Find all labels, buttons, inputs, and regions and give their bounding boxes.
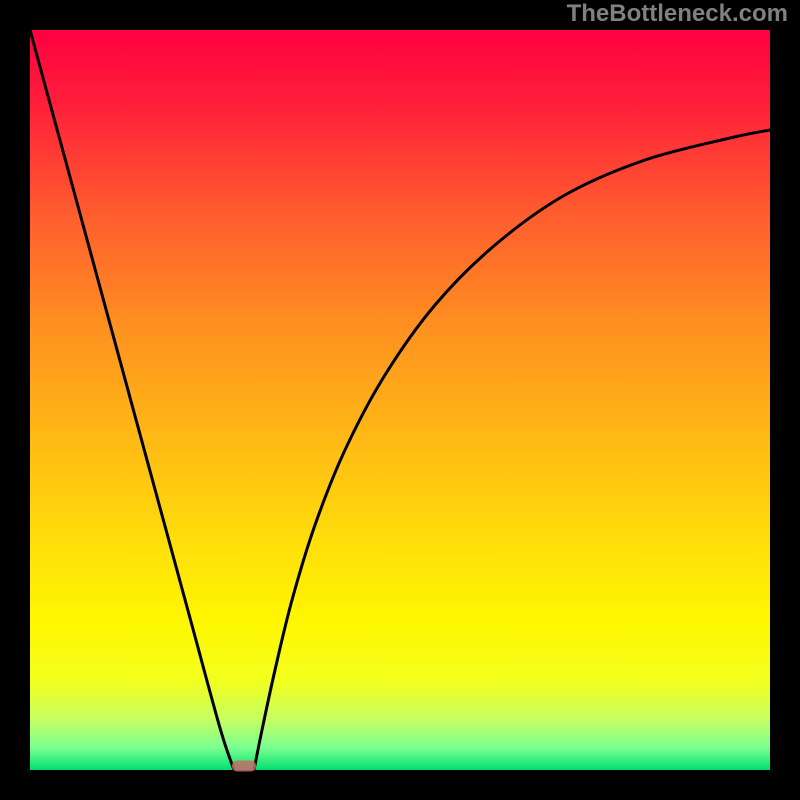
chart-svg: [0, 0, 800, 800]
minimum-marker: [232, 761, 256, 772]
chart-background: [30, 30, 770, 770]
bottleneck-chart: TheBottleneck.com: [0, 0, 800, 800]
